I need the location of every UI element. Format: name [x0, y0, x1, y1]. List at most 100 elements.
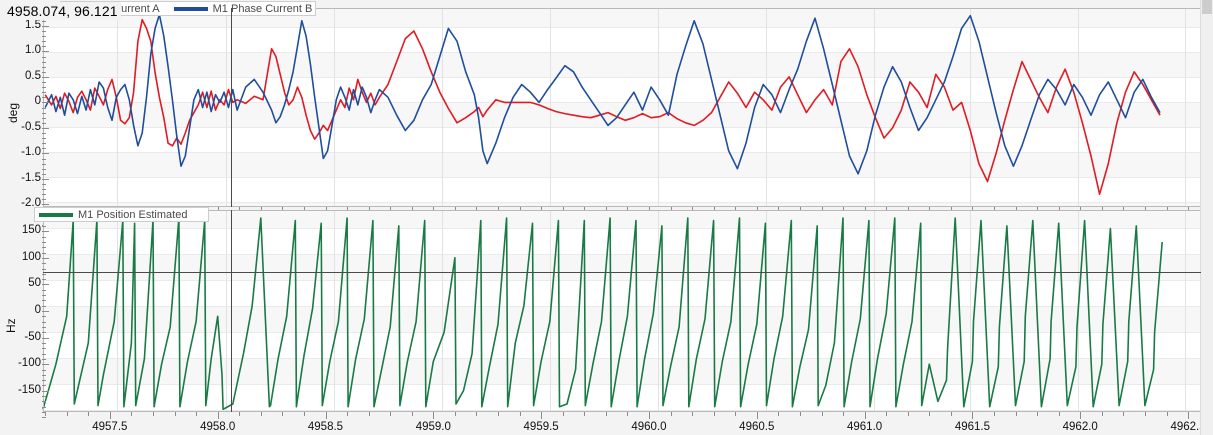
x-minor-tick: [1037, 412, 1039, 416]
bottom-gridline-v: [1185, 210, 1186, 412]
y-minor-tick: [42, 184, 46, 185]
y-tick-label: -150: [17, 383, 41, 396]
y-minor-tick: [42, 153, 46, 155]
bottom-gridline-v: [874, 210, 875, 412]
legend-label-phase-current-b: M1 Phase Current B: [212, 2, 313, 15]
top-gridline-h: [43, 102, 1201, 103]
x-tick-label: 4961.5: [954, 421, 990, 433]
top-gridline-h: [43, 127, 1201, 128]
x-minor-tick: [799, 412, 801, 416]
y-minor-tick: [42, 311, 46, 312]
x-minor-tick: [433, 412, 435, 416]
x-minor-tick: [627, 412, 629, 416]
y-minor-tick: [42, 189, 46, 191]
bottom-gridline-v: [334, 210, 335, 412]
x-minor-tick: [1101, 207, 1103, 210]
x-minor-tick: [886, 207, 888, 210]
bottom-traces: [42, 217, 1163, 411]
y-minor-tick: [42, 279, 46, 281]
y-tick-label: 0.5: [25, 69, 41, 82]
x-minor-tick: [1058, 207, 1060, 210]
y-minor-tick: [42, 51, 46, 53]
bottom-cursor-vertical-line[interactable]: [231, 210, 232, 412]
bottom-gridline-v: [970, 210, 971, 412]
top-chart-legend[interactable]: e Current A M1 Phase Current B: [60, 1, 316, 16]
x-minor-tick: [1123, 207, 1125, 210]
y-tick-label: -1.0: [21, 146, 41, 159]
bottom-band: [43, 210, 1201, 228]
x-minor-tick: [368, 207, 370, 210]
y-tick-label: 100: [21, 250, 41, 263]
top-gridline-v: [874, 8, 875, 207]
y-minor-tick: [42, 295, 46, 297]
y-minor-tick: [42, 163, 46, 165]
y-minor-tick: [42, 374, 46, 376]
x-minor-tick: [670, 412, 672, 416]
x-minor-tick: [778, 412, 780, 416]
y-minor-tick: [42, 127, 46, 129]
x-minor-tick: [325, 412, 327, 416]
legend-swatch-phase-current-b: [173, 6, 208, 11]
x-minor-tick: [713, 207, 715, 210]
bottom-band: [43, 358, 1201, 384]
x-minor-tick: [476, 412, 478, 416]
x-minor-tick: [239, 207, 241, 210]
x-minor-tick: [692, 207, 694, 210]
bottom-chart-legend[interactable]: M1 Position Estimated: [34, 207, 209, 222]
y-minor-tick: [42, 56, 46, 58]
y-minor-tick: [42, 289, 46, 291]
x-minor-tick: [541, 412, 543, 416]
x-minor-tick: [1037, 207, 1039, 210]
x-minor-tick: [907, 412, 909, 416]
x-minor-tick: [1123, 412, 1125, 416]
scrollbar-thumb[interactable]: [1202, 0, 1212, 14]
x-minor-tick: [347, 207, 349, 210]
y-minor-tick: [42, 102, 46, 104]
x-minor-tick: [562, 412, 564, 416]
y-minor-tick: [42, 92, 46, 94]
x-minor-tick: [282, 207, 284, 210]
x-minor-tick: [347, 412, 349, 416]
top-gridline-v: [1185, 8, 1186, 207]
x-tick-label: 4960.0: [631, 421, 667, 433]
y-minor-tick: [42, 364, 46, 366]
x-minor-tick: [799, 207, 801, 210]
x-minor-tick: [821, 207, 823, 210]
x-minor-tick: [454, 412, 456, 416]
x-minor-tick: [821, 412, 823, 416]
bottom-band: [43, 306, 1201, 332]
top-traces: [44, 13, 1161, 195]
y-minor-tick: [42, 61, 46, 63]
y-minor-tick: [42, 71, 46, 73]
x-minor-tick: [907, 207, 909, 210]
x-minor-tick: [670, 207, 672, 210]
legend-entry-position-estimated[interactable]: M1 Position Estimated: [39, 209, 201, 221]
x-minor-tick: [454, 207, 456, 210]
vertical-scrollbar[interactable]: [1200, 0, 1213, 435]
x-minor-tick: [411, 412, 413, 416]
top-gridline-h: [43, 27, 1201, 28]
legend-entry-phase-current-b[interactable]: M1 Phase Current B: [173, 2, 327, 15]
x-minor-tick: [1015, 412, 1017, 416]
top-band: [43, 152, 1201, 177]
x-minor-tick: [131, 412, 133, 416]
x-minor-tick: [519, 412, 521, 416]
y-tick-label: -1.5: [21, 171, 41, 184]
bottom-gridline-h: [43, 384, 1201, 385]
x-minor-tick: [390, 207, 392, 210]
y-minor-tick: [42, 199, 46, 201]
bottom-cursor-horizontal-line[interactable]: [43, 272, 1201, 273]
y-minor-tick: [42, 337, 46, 339]
bottom-gridline-h: [43, 358, 1201, 359]
x-minor-tick: [886, 412, 888, 416]
x-minor-tick: [196, 412, 198, 416]
y-minor-tick: [42, 412, 46, 413]
x-tick-label: 4961.0: [847, 421, 883, 433]
y-minor-tick: [42, 316, 46, 318]
x-minor-tick: [153, 412, 154, 416]
x-minor-tick: [864, 207, 866, 210]
x-minor-tick: [239, 412, 241, 416]
y-minor-tick: [42, 321, 46, 323]
top-cursor-vertical-line[interactable]: [231, 8, 232, 207]
top-chart-panel: 1.5 1.0 0.5 0 -0.5 -1.0 -1.5 -2.0 deg e Current…: [0, 0, 1201, 226]
